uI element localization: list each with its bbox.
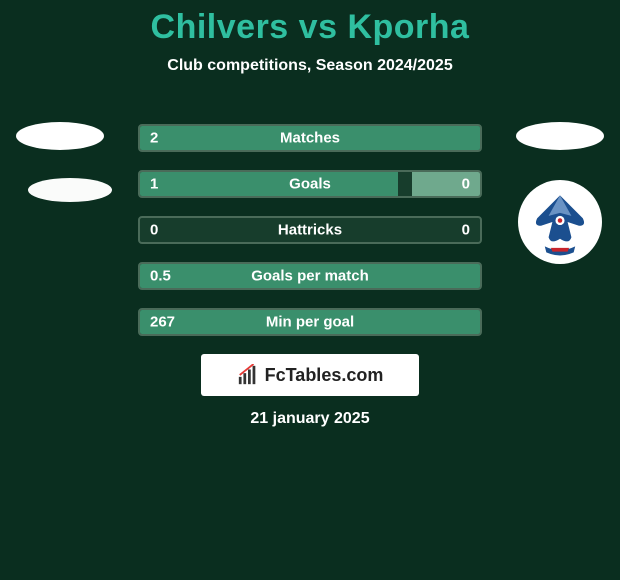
club-badge — [518, 180, 602, 264]
stat-row: 2Matches — [138, 124, 482, 152]
player1-avatar-large — [16, 122, 104, 150]
player1-avatar-small — [28, 178, 112, 202]
branding: FcTables.com — [201, 354, 419, 396]
stat-label: Matches — [138, 130, 482, 147]
stat-label: Goals per match — [138, 268, 482, 285]
stat-row: 01Goals — [138, 170, 482, 198]
stat-label: Hattricks — [138, 222, 482, 239]
branding-text: FcTables.com — [265, 365, 384, 386]
stat-row: 00Hattricks — [138, 216, 482, 244]
stat-label: Goals — [138, 176, 482, 193]
stats-panel: 2Matches 01Goals 00Hattricks 0.5Goals per m… — [138, 124, 482, 354]
player1-name: Chilvers — [151, 8, 289, 46]
eagle-icon — [522, 184, 598, 260]
subtitle: Club competitions, Season 2024/2025 — [0, 57, 620, 75]
stat-label: Min per goal — [138, 314, 482, 331]
stat-row: 267Min per goal — [138, 308, 482, 336]
vs-sep: vs — [299, 8, 338, 46]
player2-avatar-large — [516, 122, 604, 150]
player2-name: Kporha — [347, 8, 469, 46]
page-title: Chilvers vs Kporha — [0, 0, 620, 47]
stat-row: 0.5Goals per match — [138, 262, 482, 290]
chart-icon — [237, 364, 259, 386]
date: 21 january 2025 — [0, 410, 620, 428]
